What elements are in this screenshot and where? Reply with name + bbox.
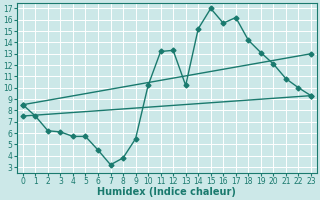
- X-axis label: Humidex (Indice chaleur): Humidex (Indice chaleur): [98, 187, 236, 197]
